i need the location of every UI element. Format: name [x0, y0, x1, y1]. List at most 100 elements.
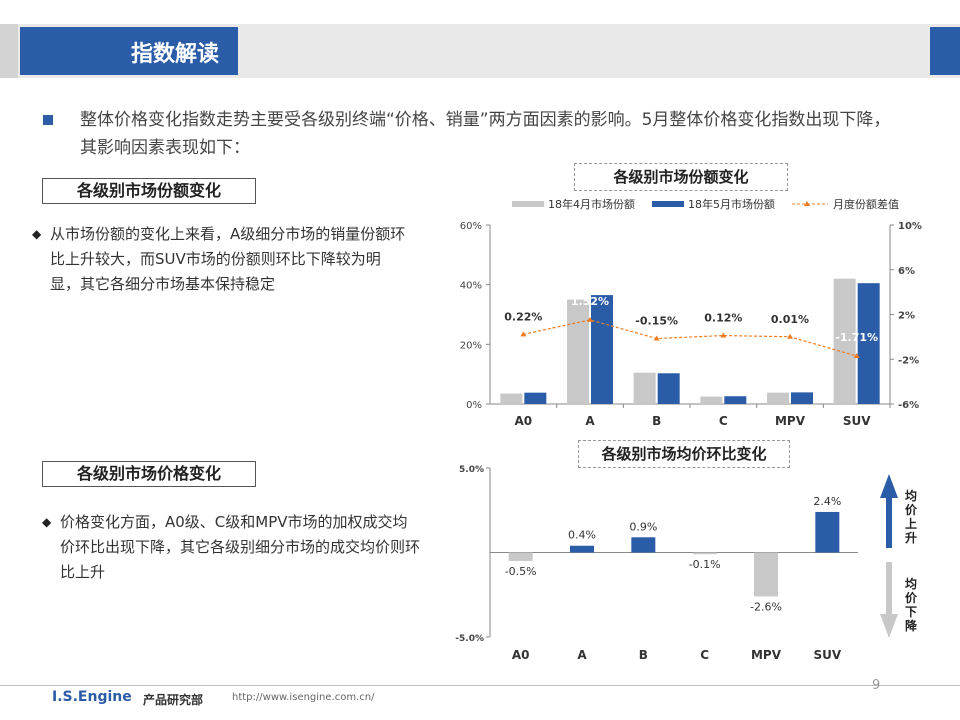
- price-up-label: 价: [905, 503, 918, 517]
- share-diff-marker: [520, 331, 527, 337]
- price-chart: 5.0% -5.0% A0 A B C MPV SUV -0.5% 0.4% 0.9% -0.1% -…: [455, 465, 918, 662]
- page-title: 指数解读: [131, 42, 220, 67]
- x-tick-label: A: [585, 414, 595, 428]
- right-tick-label: -6%: [898, 400, 919, 411]
- bar-may: [791, 392, 813, 404]
- right-tick-label: 2%: [898, 311, 915, 322]
- left-tick-label: 60%: [460, 221, 482, 232]
- intro-text: 整体价格变化指数走势主要受各级别终端“价格、销量”两方面因素的影响。5月整体价格…: [80, 110, 891, 158]
- price-chart-title: 各级别市场均价环比变化: [578, 440, 790, 468]
- share-diff-marker: [587, 316, 593, 322]
- price-x-tick-label: A0: [512, 648, 530, 662]
- bar-apr: [500, 393, 523, 404]
- share-chart-legend: 18年4月市场份额 18年5月市场份额 月度份额差值: [512, 197, 899, 211]
- price-down-label: 价: [905, 591, 918, 605]
- price-up-indicator: [880, 474, 898, 548]
- price-x-tick-label: C: [700, 648, 709, 662]
- share-diff-line: [523, 319, 857, 357]
- share-diff-label: 0.12%: [704, 312, 742, 325]
- left-tick-label: 20%: [460, 340, 482, 351]
- share-diff-label: 0.01%: [771, 313, 809, 326]
- price-change-label: -0.1%: [689, 558, 721, 571]
- price-x-tick-label: B: [639, 648, 648, 662]
- price-change-label: -0.5%: [505, 565, 537, 578]
- bar-apr: [700, 396, 723, 404]
- bar-may: [724, 396, 747, 404]
- share-description-text: 从市场份额的变化上来看，A级细分市场的销量份额环比上升较大，而SUV市场的份额则…: [50, 225, 406, 293]
- header-right-accent: [930, 27, 960, 75]
- share-diff-label: -0.15%: [635, 315, 678, 328]
- price-section-label: 各级别市场价格变化: [42, 461, 256, 487]
- share-chart-title: 各级别市场份额变化: [574, 163, 788, 191]
- legend-swatch-may: [652, 201, 684, 207]
- legend-label-apr: 18年4月市场份额: [548, 197, 635, 211]
- price-change-bar: [815, 511, 840, 553]
- price-change-bar: [508, 552, 533, 561]
- bar-apr: [633, 372, 656, 404]
- price-down-label: 均: [905, 576, 917, 591]
- footer-brand: I.S.Engine: [52, 689, 132, 705]
- x-tick-label: B: [652, 414, 661, 428]
- price-down-label: 下: [905, 605, 917, 619]
- price-down-label: 降: [905, 618, 918, 633]
- share-diff-label: 1.52%: [571, 295, 609, 308]
- right-tick-label: 10%: [898, 221, 922, 232]
- footer-url-link[interactable]: http://www.isengine.com.cn/: [232, 692, 375, 703]
- bar-may: [657, 373, 680, 404]
- intro-bullet-icon: [43, 115, 53, 125]
- up-arrow-icon: [880, 474, 898, 548]
- down-arrow-icon: [880, 562, 898, 638]
- share-diff-marker: [853, 353, 860, 359]
- share-diff-marker: [720, 332, 727, 338]
- price-x-tick-label: MPV: [751, 648, 782, 662]
- price-change-bar: [570, 545, 594, 553]
- legend-marker-diff: [804, 201, 810, 206]
- bar-apr: [767, 392, 789, 404]
- price-description: ◆ 价格变化方面，A0级、C级和MPV市场的加权成交均价环比出现下降，其它各级别…: [42, 510, 421, 585]
- price-up-label: 上: [905, 516, 917, 531]
- bar-may: [591, 295, 613, 404]
- price-change-bar: [754, 552, 778, 597]
- price-change-label: -2.6%: [750, 600, 782, 613]
- legend-label-may: 18年5月市场份额: [688, 197, 775, 211]
- legend-label-diff: 月度份额差值: [833, 197, 899, 211]
- price-change-label: 0.4%: [568, 529, 596, 542]
- price-x-tick-label: A: [577, 648, 587, 662]
- price-change-label: 2.4%: [813, 495, 841, 508]
- price-up-label: 均: [905, 488, 917, 503]
- left-tick-label: 40%: [460, 281, 482, 292]
- footer-department: 产品研究部: [143, 693, 204, 707]
- price-description-text: 价格变化方面，A0级、C级和MPV市场的加权成交均价环比出现下降，其它各级别细分…: [60, 513, 421, 581]
- header-left-accent: [0, 24, 18, 78]
- bar-apr: [833, 278, 856, 404]
- share-description: ◆ 从市场份额的变化上来看，A级细分市场的销量份额环比上升较大，而SUV市场的份…: [32, 222, 410, 297]
- price-change-label: 0.9%: [629, 520, 657, 533]
- price-change-bar: [692, 552, 717, 555]
- header-title-box: [20, 27, 238, 75]
- price-change-bar: [631, 537, 656, 553]
- x-tick-label: A0: [515, 414, 533, 428]
- price-y-tick-label: 5.0%: [459, 465, 484, 475]
- bar-apr: [567, 299, 589, 404]
- price-y-tick-label: -5.0%: [455, 634, 484, 644]
- legend-swatch-apr: [512, 201, 544, 207]
- right-tick-label: -2%: [898, 355, 919, 366]
- bar-may: [524, 392, 547, 404]
- x-tick-label: SUV: [843, 414, 871, 428]
- share-diff-marker: [787, 333, 793, 339]
- share-diff-label: -1.71%: [835, 331, 878, 344]
- diamond-bullet-icon: ◆: [32, 227, 42, 241]
- left-tick-label: 0%: [466, 400, 482, 411]
- price-x-tick-label: SUV: [813, 648, 841, 662]
- share-chart: 18年4月市场份额 18年5月市场份额 月度份额差值 0% 20% 40% 60% -6…: [460, 197, 922, 428]
- bar-may: [857, 283, 880, 404]
- page-number: 9: [872, 678, 881, 693]
- share-section-label: 各级别市场份额变化: [42, 178, 256, 204]
- x-tick-label: C: [719, 414, 728, 428]
- price-down-indicator: [880, 562, 898, 638]
- footer-divider: [0, 685, 960, 686]
- price-up-label: 升: [905, 530, 917, 545]
- share-diff-label: 0.22%: [504, 310, 542, 323]
- right-tick-label: 6%: [898, 266, 915, 277]
- diamond-bullet-icon: ◆: [42, 515, 52, 529]
